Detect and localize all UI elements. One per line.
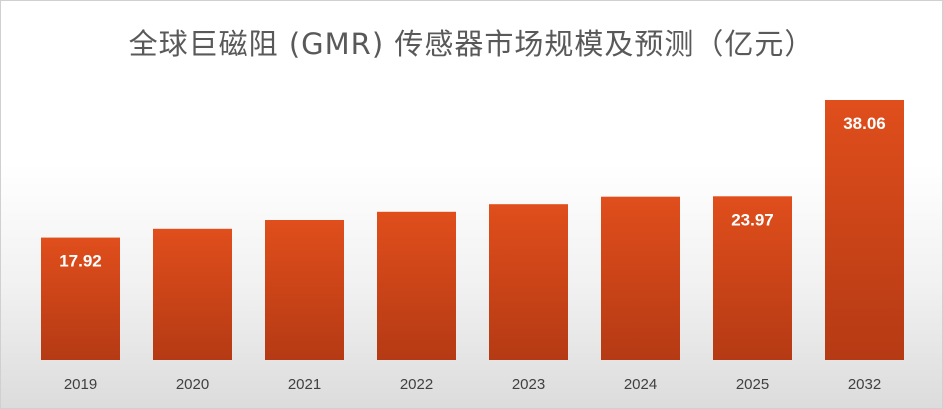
bar-2024	[601, 196, 680, 360]
data-label-2019: 17.92	[59, 252, 102, 271]
x-tick-2032: 2032	[848, 376, 881, 393]
x-tick-2025: 2025	[736, 376, 769, 393]
data-label-2032: 38.06	[843, 114, 886, 133]
data-label-2025: 23.97	[731, 210, 774, 229]
x-tick-2022: 2022	[400, 376, 433, 393]
chart-title: 全球巨磁阻 (GMR) 传感器市场规模及预测（亿元）	[128, 27, 815, 61]
x-tick-2020: 2020	[176, 376, 209, 393]
x-tick-2021: 2021	[288, 376, 321, 393]
bar-2019	[41, 237, 120, 360]
bar-2023	[489, 204, 568, 360]
bar-2032	[825, 100, 904, 360]
bar-2021	[265, 220, 344, 360]
bar-2020	[153, 228, 232, 360]
bar-2025	[713, 196, 792, 360]
x-tick-2023: 2023	[512, 376, 545, 393]
bar-2022	[377, 211, 456, 360]
x-tick-2024: 2024	[624, 376, 657, 393]
x-tick-2019: 2019	[64, 376, 97, 393]
